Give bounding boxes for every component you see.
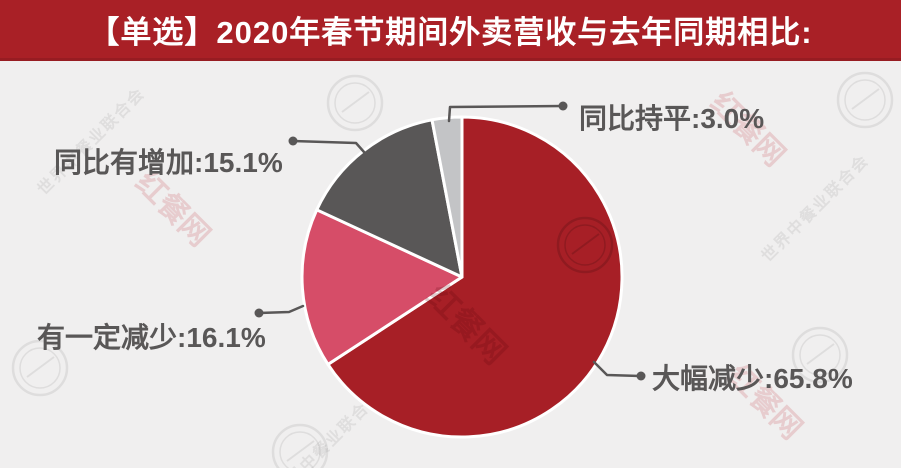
callout-dot	[636, 371, 646, 381]
callout-leader-increase	[288, 136, 366, 154]
callout-dot	[288, 136, 298, 146]
callout-label-some-decrease: 有一定减少:16.1%	[37, 322, 266, 353]
pie-slice-major-decrease	[326, 115, 624, 439]
callout-dot	[254, 308, 264, 318]
chart-title: 【单选】2020年春节期间外卖营收与去年同期相比:	[88, 14, 813, 50]
callout-leader-flat	[447, 101, 568, 123]
title-banner: 【单选】2020年春节期间外卖营收与去年同期相比:	[0, 0, 901, 61]
watermark-logo-icon	[556, 216, 614, 274]
callout-dot	[558, 101, 568, 111]
callout-label-increase: 同比有增加:15.1%	[54, 147, 283, 178]
watermark-logo-icon	[11, 71, 894, 468]
pie-slice-some-decrease	[300, 208, 464, 366]
callout-label-big-decrease: 大幅减少:65.8%	[652, 363, 853, 394]
callout-leader-some-decrease	[254, 304, 305, 318]
pie-slice-flat	[430, 115, 464, 279]
callout-leader-big-decrease	[592, 360, 646, 381]
callout-label-flat: 同比持平:3.0%	[579, 103, 765, 134]
pie-slices	[300, 115, 624, 439]
